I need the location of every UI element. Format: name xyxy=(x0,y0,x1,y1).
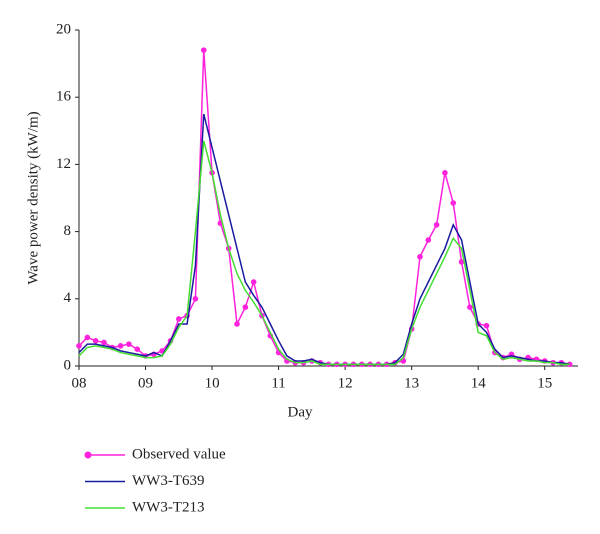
data-point xyxy=(433,222,440,228)
data-point xyxy=(458,259,465,265)
data-point xyxy=(200,47,207,53)
y-tick-label: 0 xyxy=(64,357,72,373)
data-point xyxy=(176,316,182,322)
data-point xyxy=(483,322,490,329)
data-point xyxy=(84,334,91,341)
x-tick-label: 08 xyxy=(72,375,87,391)
data-point xyxy=(467,304,473,311)
x-tick-label: 11 xyxy=(271,375,285,391)
x-tick-label: 12 xyxy=(338,375,353,391)
y-tick-label: 20 xyxy=(56,21,71,37)
data-point xyxy=(134,346,141,353)
legend-label: Observed value xyxy=(132,446,226,462)
data-point xyxy=(101,339,107,346)
y-axis-label: Wave power density (kW/m) xyxy=(25,111,41,284)
data-point xyxy=(234,321,240,327)
data-point xyxy=(442,170,448,176)
legend-label: WW3-T639 xyxy=(132,473,204,489)
series-line xyxy=(78,113,570,366)
legend-label: WW3-T213 xyxy=(132,499,204,515)
data-point xyxy=(250,279,257,285)
data-point xyxy=(92,338,99,344)
x-tick-label: 10 xyxy=(205,375,220,391)
series-line xyxy=(78,140,570,366)
x-tick-label: 14 xyxy=(471,375,487,391)
data-point xyxy=(417,253,423,260)
x-axis-label: Day xyxy=(288,404,313,420)
y-tick-label: 16 xyxy=(56,89,72,105)
x-tick-label: 13 xyxy=(404,375,419,391)
x-tick-label: 09 xyxy=(138,375,153,391)
series-line xyxy=(78,50,570,366)
y-tick-label: 8 xyxy=(64,223,72,239)
data-point xyxy=(425,237,432,243)
y-tick-label: 4 xyxy=(64,290,72,306)
data-point xyxy=(126,341,132,347)
data-point xyxy=(242,304,249,311)
data-point xyxy=(192,296,199,302)
x-tick-label: 15 xyxy=(537,375,552,391)
data-point xyxy=(76,343,82,349)
data-point xyxy=(117,343,124,349)
y-tick-label: 12 xyxy=(56,156,71,172)
legend-marker xyxy=(84,451,92,459)
data-point xyxy=(450,200,457,206)
